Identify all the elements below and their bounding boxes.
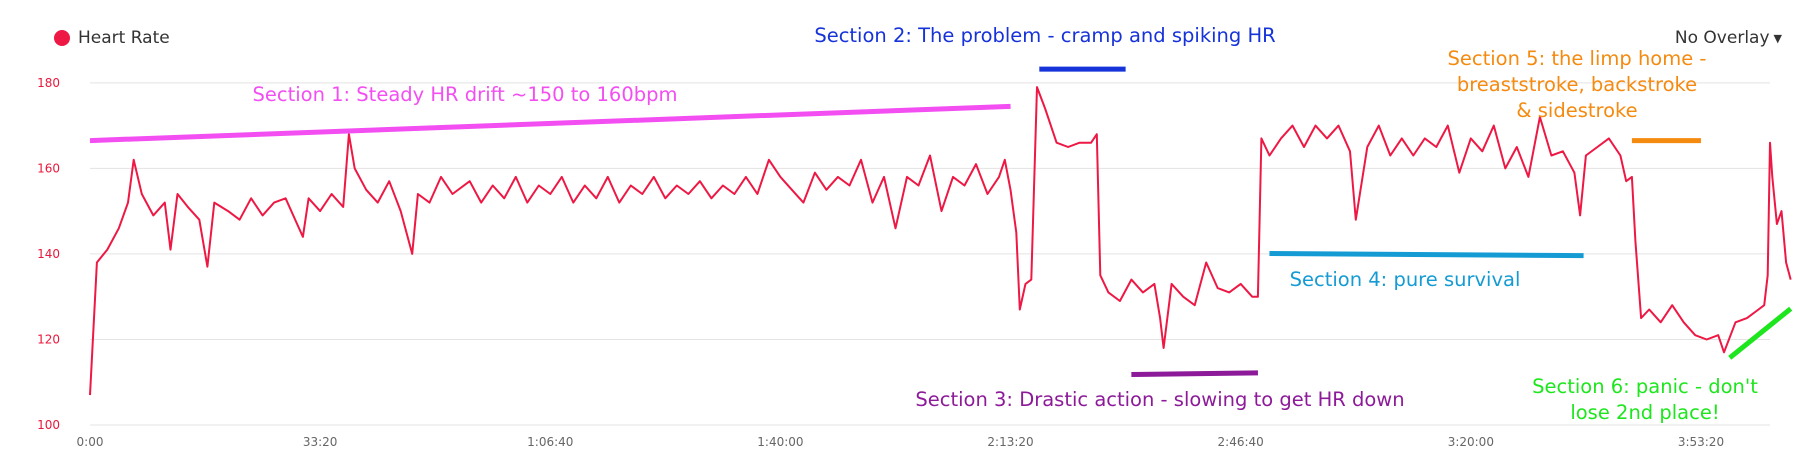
annotation-line-text: Section 4: pure survival: [1290, 268, 1521, 291]
annotations: Section 1: Steady HR drift ~150 to 160bp…: [89, 24, 1793, 424]
annotation-line-text: Section 6: panic - don't: [1532, 375, 1758, 398]
annotation-line-s1: [89, 103, 1011, 144]
heart-rate-legend-dot-icon: [54, 30, 70, 46]
x-tick-label-1: 33:20: [303, 435, 338, 449]
annotation-line-s3: [1131, 370, 1258, 378]
x-tick-label-6: 3:20:00: [1448, 435, 1494, 449]
annotation-label-s4: Section 4: pure survival: [1290, 268, 1521, 291]
annotation-line-text: Section 5: the limp home -: [1448, 47, 1707, 70]
legend-label: Heart Rate: [78, 28, 170, 48]
grid-lines: [90, 82, 1770, 426]
caret-down-icon: ▼: [1773, 31, 1782, 45]
annotation-line-text: Section 3: Drastic action - slowing to g…: [915, 388, 1404, 411]
series-layer: [89, 86, 1792, 396]
annotation-label-s3: Section 3: Drastic action - slowing to g…: [915, 388, 1404, 411]
overlay-dropdown[interactable]: No Overlay ▼: [1675, 28, 1782, 48]
x-tick-label-3: 1:40:00: [757, 435, 803, 449]
y-axis-ticks: 100 120 140 160 180: [37, 76, 60, 432]
y-tick-label-180: 180: [37, 76, 60, 90]
annotation-label-s6: Section 6: panic - don't lose 2nd place!: [1532, 375, 1758, 424]
overlay-label: No Overlay: [1674, 28, 1770, 48]
annotation-line-s6: [1728, 306, 1793, 360]
x-axis-ticks: 0:00 33:20 1:06:40 1:40:00 2:13:20 2:46:40 3:2…: [77, 435, 1725, 449]
annotation-label-s2: Section 2: The problem - cramp and spiki…: [814, 24, 1275, 47]
y-tick-label-160: 160: [37, 161, 60, 175]
annotation-line-text: Section 1: Steady HR drift ~150 to 160bp…: [252, 83, 677, 106]
y-tick-label-100: 100: [37, 418, 60, 432]
y-tick-label-120: 120: [37, 332, 60, 346]
x-tick-label-2: 1:06:40: [527, 435, 573, 449]
chart-legend[interactable]: Heart Rate: [54, 28, 170, 48]
annotation-line-s4: [1269, 250, 1584, 259]
annotation-label-s5: Section 5: the limp home - breaststroke, …: [1448, 47, 1707, 122]
annotation-label-s1: Section 1: Steady HR drift ~150 to 160bp…: [252, 83, 677, 106]
annotation-line-text: Section 2: The problem - cramp and spiki…: [814, 24, 1275, 47]
x-tick-label-5: 2:46:40: [1218, 435, 1264, 449]
x-tick-label-4: 2:13:20: [987, 435, 1033, 449]
series-line-heart-rate: [89, 86, 1792, 396]
annotation-line-text: lose 2nd place!: [1570, 401, 1719, 424]
annotation-line-text: breaststroke, backstroke: [1457, 73, 1697, 96]
x-tick-label-7: 3:53:20: [1678, 435, 1724, 449]
annotation-line-text: & sidestroke: [1516, 99, 1637, 122]
y-tick-label-140: 140: [37, 247, 60, 261]
x-tick-label-0: 0:00: [77, 435, 104, 449]
